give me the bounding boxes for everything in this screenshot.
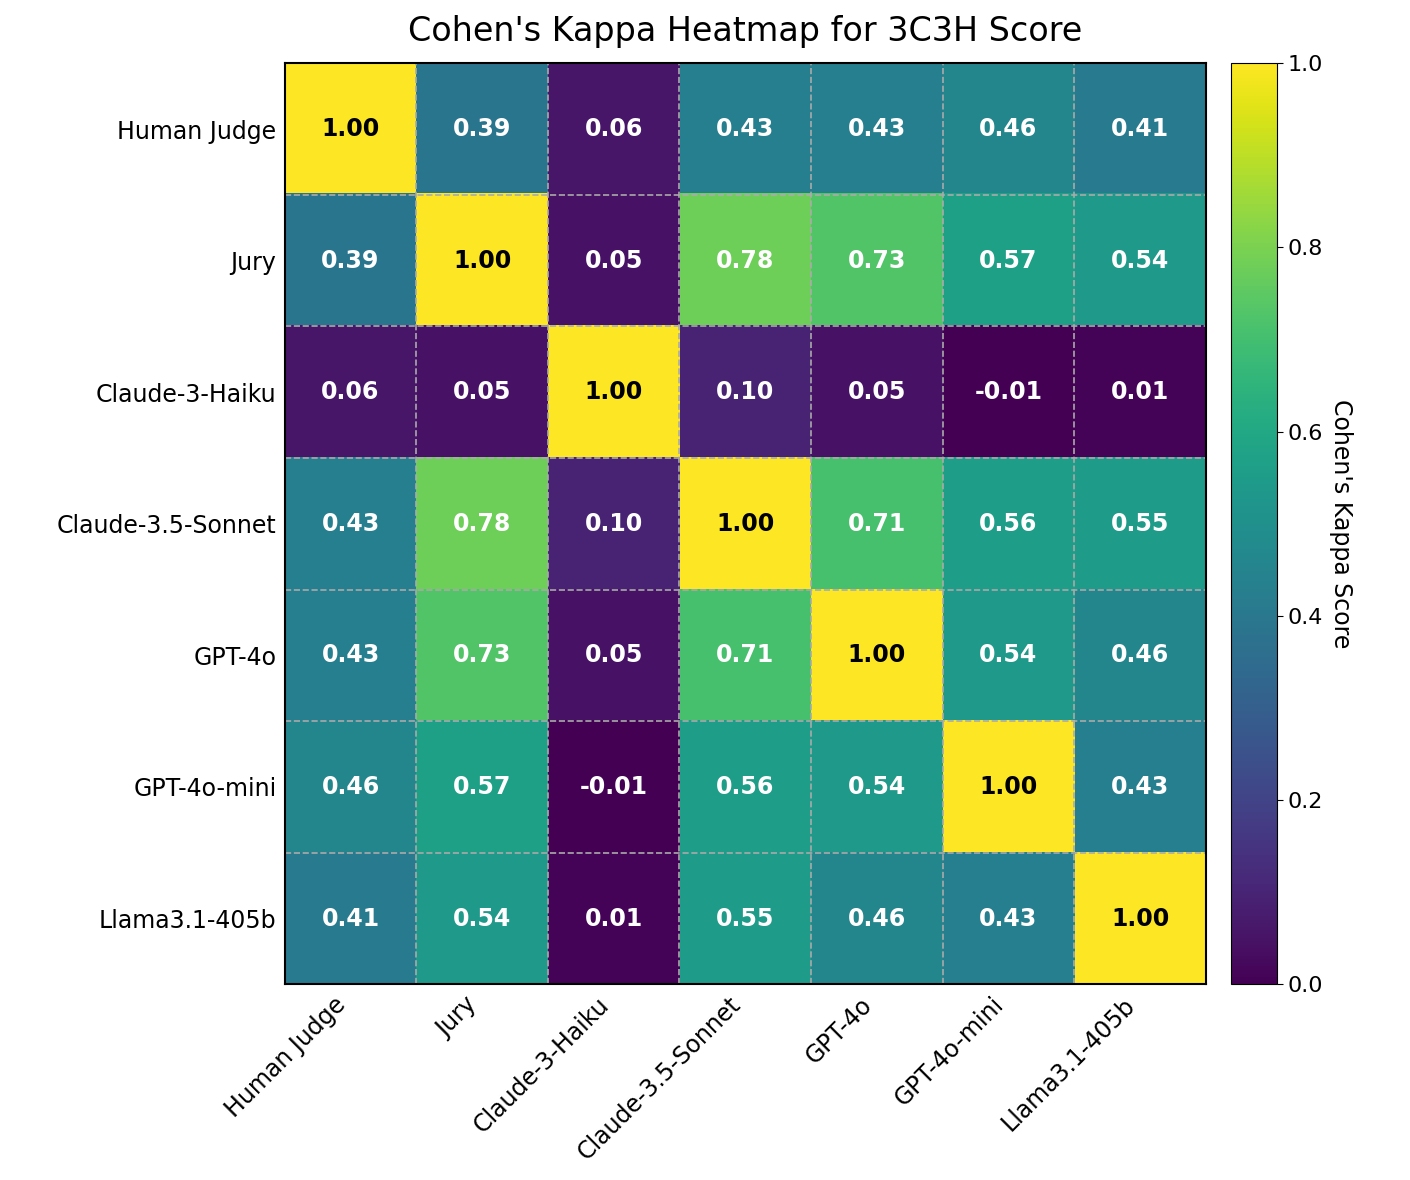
Text: 1.00: 1.00 bbox=[1111, 906, 1169, 931]
Text: 1.00: 1.00 bbox=[716, 512, 774, 536]
Text: 0.71: 0.71 bbox=[716, 643, 774, 668]
Text: 0.57: 0.57 bbox=[453, 775, 512, 799]
Y-axis label: Cohen's Kappa Score: Cohen's Kappa Score bbox=[1330, 399, 1354, 649]
Text: 1.00: 1.00 bbox=[453, 249, 512, 273]
Text: 1.00: 1.00 bbox=[585, 380, 643, 405]
Text: 0.41: 0.41 bbox=[321, 906, 379, 931]
Text: 0.05: 0.05 bbox=[585, 643, 643, 668]
Text: 0.10: 0.10 bbox=[585, 512, 643, 536]
Text: 1.00: 1.00 bbox=[321, 117, 379, 142]
Text: 0.43: 0.43 bbox=[321, 512, 379, 536]
Text: 0.54: 0.54 bbox=[980, 643, 1038, 668]
Text: 0.54: 0.54 bbox=[1111, 249, 1169, 273]
Text: 0.56: 0.56 bbox=[716, 775, 774, 799]
Text: 0.06: 0.06 bbox=[321, 380, 379, 405]
Text: 0.73: 0.73 bbox=[847, 249, 907, 273]
Text: 0.71: 0.71 bbox=[847, 512, 907, 536]
Text: 0.55: 0.55 bbox=[716, 906, 774, 931]
Text: 0.56: 0.56 bbox=[980, 512, 1038, 536]
Text: 0.43: 0.43 bbox=[716, 117, 774, 142]
Text: -0.01: -0.01 bbox=[580, 775, 647, 799]
Text: 1.00: 1.00 bbox=[980, 775, 1038, 799]
Text: 0.54: 0.54 bbox=[453, 906, 512, 931]
Text: 0.46: 0.46 bbox=[980, 117, 1038, 142]
Text: 0.46: 0.46 bbox=[321, 775, 379, 799]
Text: 0.05: 0.05 bbox=[585, 249, 643, 273]
Text: 0.39: 0.39 bbox=[453, 117, 512, 142]
Text: 0.39: 0.39 bbox=[321, 249, 379, 273]
Text: 0.46: 0.46 bbox=[1111, 643, 1169, 668]
Text: 0.73: 0.73 bbox=[453, 643, 512, 668]
Text: 0.55: 0.55 bbox=[1111, 512, 1169, 536]
Text: -0.01: -0.01 bbox=[974, 380, 1042, 405]
Text: 0.43: 0.43 bbox=[1111, 775, 1169, 799]
Text: 0.78: 0.78 bbox=[453, 512, 512, 536]
Text: 1.00: 1.00 bbox=[847, 643, 907, 668]
Text: 0.10: 0.10 bbox=[716, 380, 774, 405]
Text: 0.43: 0.43 bbox=[847, 117, 907, 142]
Text: 0.05: 0.05 bbox=[453, 380, 512, 405]
Title: Cohen's Kappa Heatmap for 3C3H Score: Cohen's Kappa Heatmap for 3C3H Score bbox=[407, 15, 1083, 48]
Text: 0.01: 0.01 bbox=[585, 906, 643, 931]
Text: 0.46: 0.46 bbox=[847, 906, 907, 931]
Text: 0.41: 0.41 bbox=[1111, 117, 1169, 142]
Text: 0.78: 0.78 bbox=[716, 249, 774, 273]
Text: 0.57: 0.57 bbox=[980, 249, 1038, 273]
Text: 0.06: 0.06 bbox=[585, 117, 643, 142]
Text: 0.43: 0.43 bbox=[321, 643, 379, 668]
Text: 0.54: 0.54 bbox=[847, 775, 907, 799]
Text: 0.05: 0.05 bbox=[847, 380, 907, 405]
Text: 0.43: 0.43 bbox=[980, 906, 1038, 931]
Text: 0.01: 0.01 bbox=[1111, 380, 1169, 405]
